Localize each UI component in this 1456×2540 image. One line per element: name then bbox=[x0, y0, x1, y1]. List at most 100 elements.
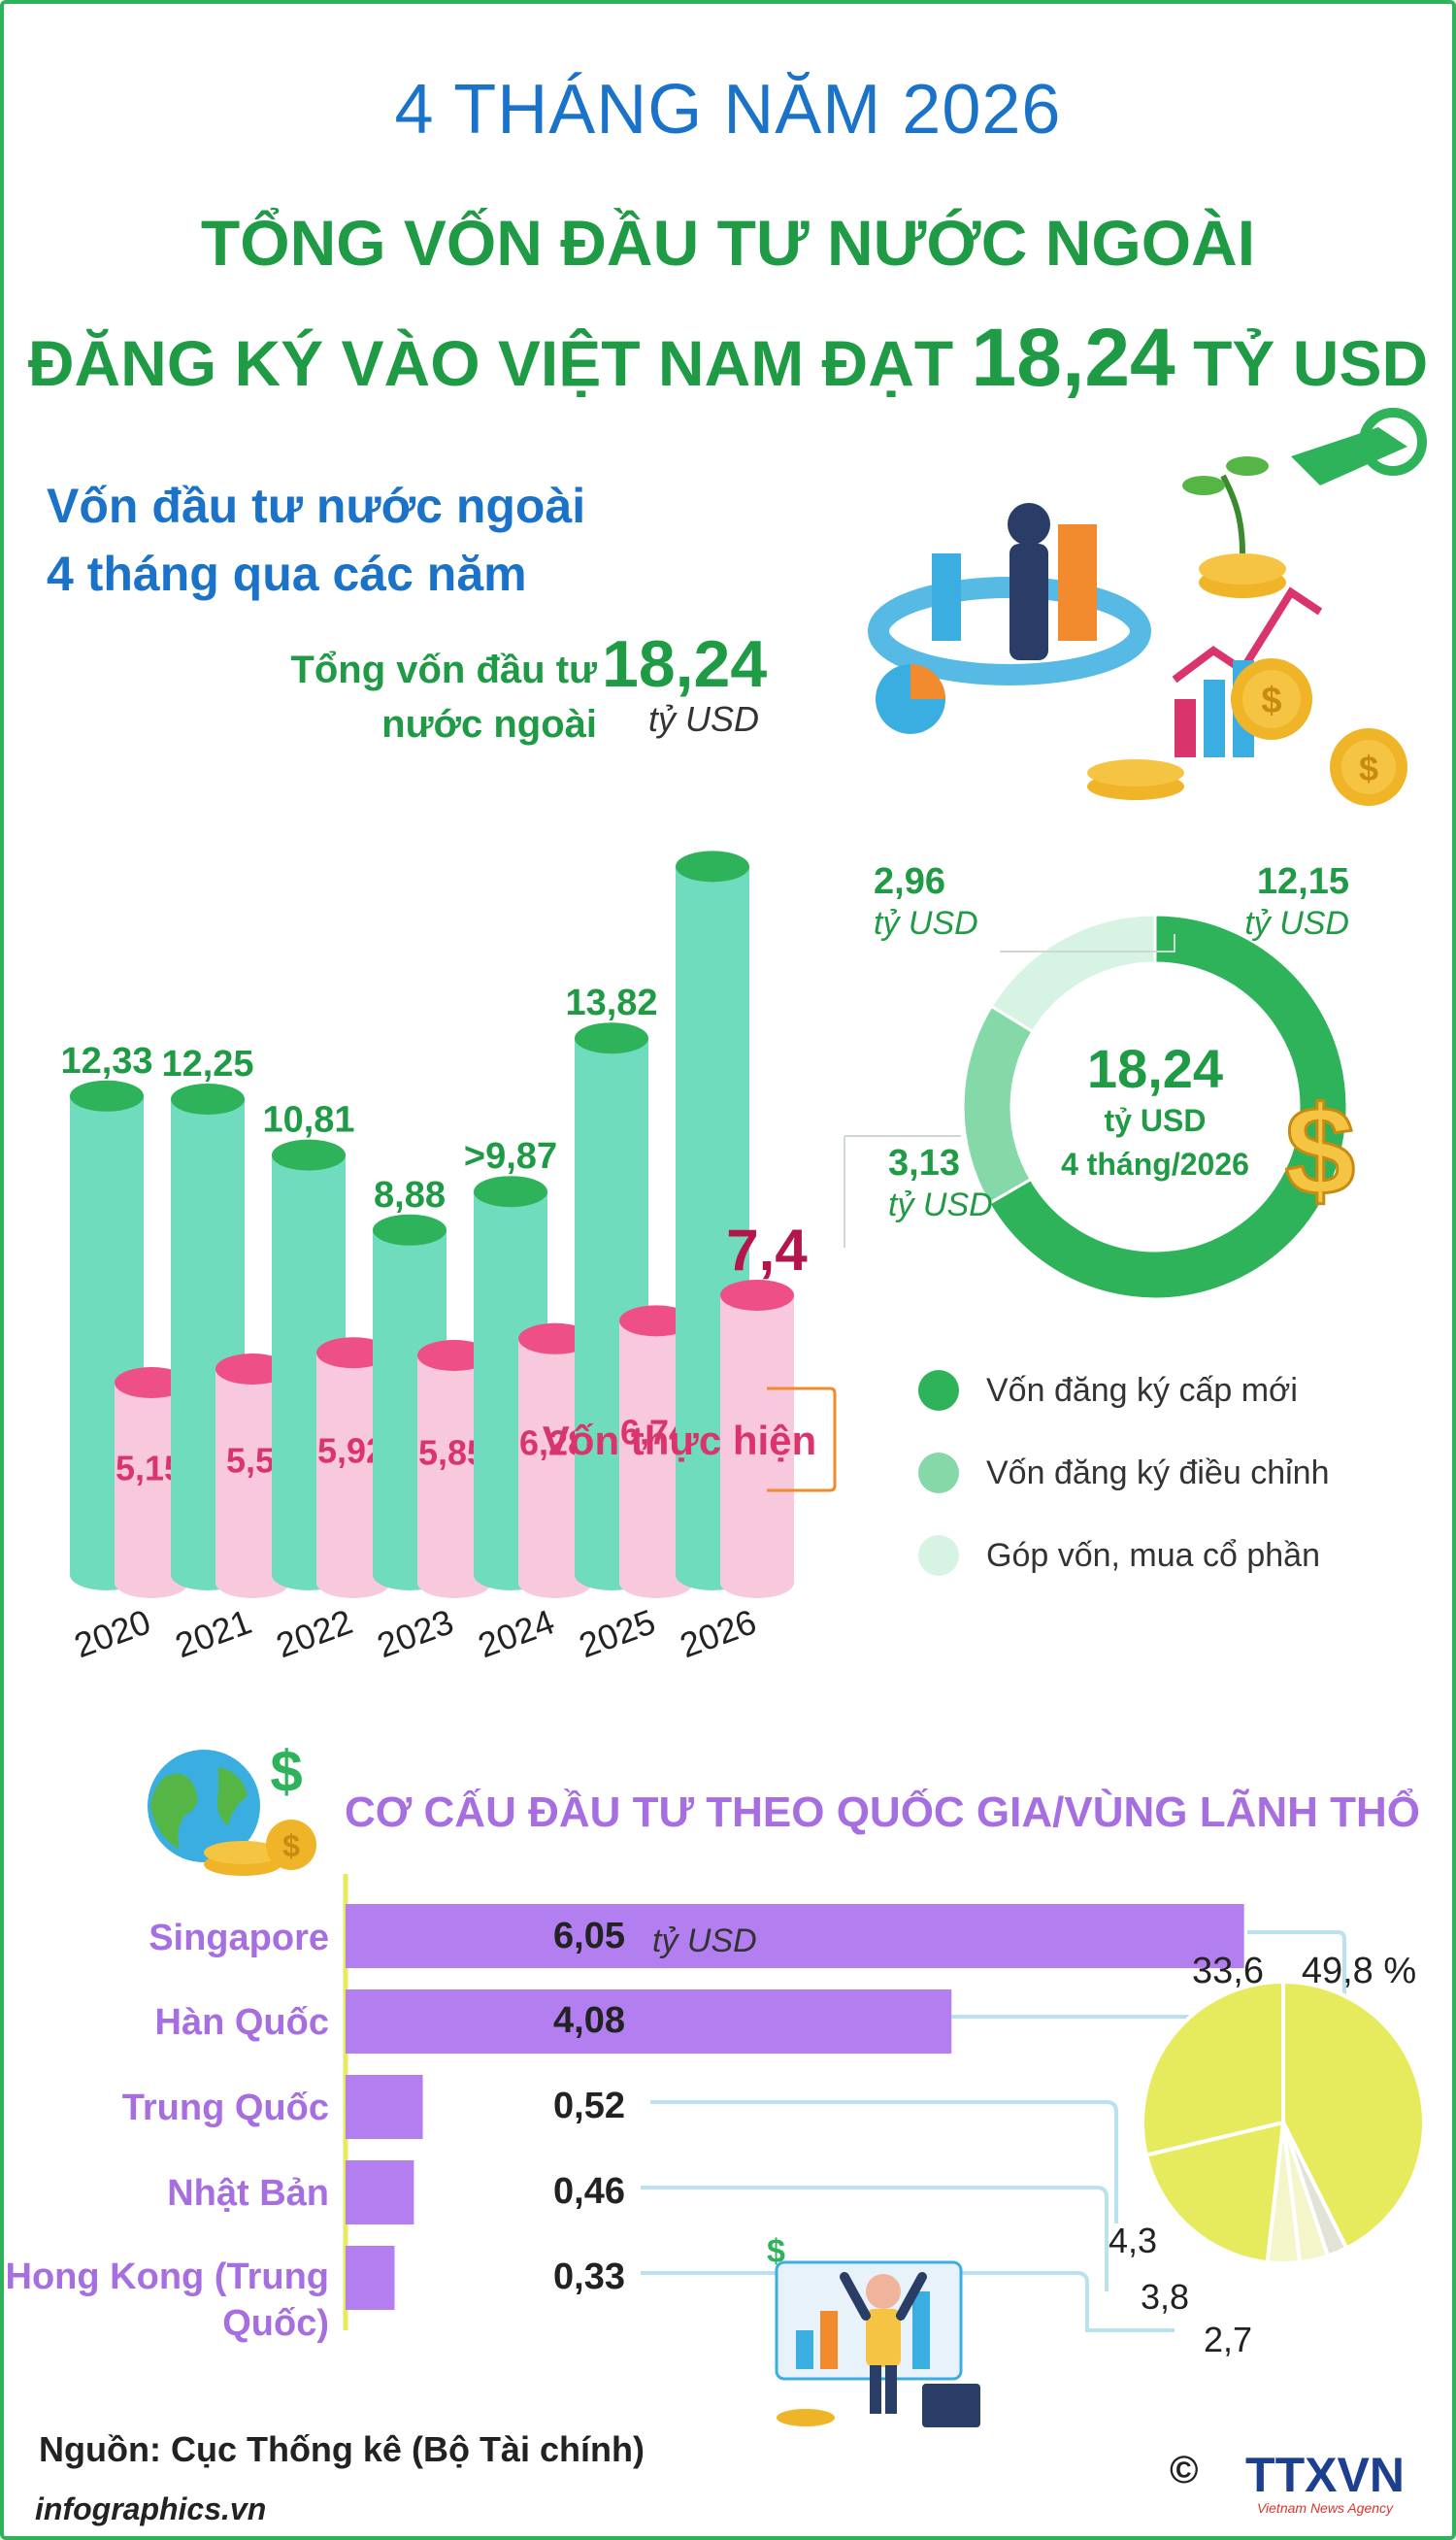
dollar-icon: $ bbox=[1283, 1079, 1356, 1223]
subtitle-line2: 4 tháng qua các năm bbox=[47, 547, 527, 601]
donut-value-label: 12,15 bbox=[1257, 861, 1349, 902]
share-value-label: 3,8 bbox=[1141, 2277, 1189, 2317]
year-tick-label: 2021 bbox=[170, 1601, 256, 1665]
total-bar-cap bbox=[70, 1080, 144, 1112]
total-value: 18,24 bbox=[602, 627, 768, 701]
realized-bar-base bbox=[215, 1567, 289, 1598]
svg-text:$: $ bbox=[270, 1739, 302, 1804]
country-bar bbox=[346, 2075, 423, 2139]
country-share-pie: 33,6 49,8 % 4,3 3,8 2,7 bbox=[641, 1930, 1426, 2359]
country-label-singapore: Singapore bbox=[149, 1918, 329, 1958]
country-bar bbox=[346, 2246, 395, 2310]
country-section-title: CƠ CẤU ĐẦU TƯ THEO QUỐC GIA/VÙNG LÃNH TH… bbox=[345, 1788, 1421, 1836]
year-tick-label: 2024 bbox=[473, 1601, 559, 1665]
realized-bar-cap bbox=[115, 1367, 188, 1398]
legend-label: Góp vốn, mua cổ phần bbox=[986, 1536, 1321, 1574]
total-bar-cap bbox=[171, 1084, 245, 1115]
donut-center-period: 4 tháng/2026 bbox=[1061, 1147, 1249, 1182]
realized-callout-bracket bbox=[767, 1387, 837, 1492]
value-unit: tỷ USD bbox=[652, 1922, 757, 1959]
country-label-china: Trung Quốc bbox=[121, 2088, 329, 2128]
total-unit: tỷ USD bbox=[648, 699, 760, 739]
share-slice bbox=[1281, 1979, 1426, 2252]
total-value-label: 12,33 bbox=[60, 1041, 152, 1082]
bar-section-subtitle: Vốn đầu tư nước ngoài 4 tháng qua các nă… bbox=[47, 472, 585, 608]
total-bar-cap bbox=[676, 851, 749, 883]
total-value-label: 10,81 bbox=[262, 1100, 354, 1141]
country-bar bbox=[346, 1989, 952, 2054]
subtitle-line1: Vốn đầu tư nước ngoài bbox=[47, 479, 586, 533]
share-value-label: 49,8 % bbox=[1302, 1951, 1416, 1991]
country-bar bbox=[346, 1904, 1244, 1968]
realized-bar-cap bbox=[316, 1337, 390, 1369]
period-title: 4 THÁNG NĂM 2026 bbox=[394, 71, 1062, 149]
ttxvn-logo: TTXVN Vietnam News Agency bbox=[1245, 2448, 1405, 2516]
globe-coins-icon: $ $ bbox=[148, 1739, 316, 1876]
donut-connector bbox=[1000, 934, 1175, 952]
source-note: Nguồn: Cục Thống kê (Bộ Tài chính) bbox=[39, 2429, 645, 2469]
value-japan: 0,46 bbox=[553, 2171, 625, 2212]
donut-center-value: 18,24 bbox=[1087, 1038, 1223, 1099]
year-tick-label: 2025 bbox=[574, 1601, 660, 1665]
total-bar-cap bbox=[373, 1214, 447, 1246]
year-tick-label: 2026 bbox=[675, 1601, 761, 1665]
year-tick-label: 2023 bbox=[372, 1601, 458, 1665]
realized-bar-base bbox=[518, 1567, 592, 1598]
main-title-line1: TỔNG VỐN ĐẦU TƯ NƯỚC NGOÀI bbox=[200, 207, 1256, 279]
copyright-mark: © bbox=[1170, 2449, 1199, 2491]
donut-value-label: 2,96 bbox=[874, 861, 945, 902]
legend-label: Vốn đăng ký cấp mới bbox=[986, 1371, 1298, 1409]
realized-bar-base bbox=[720, 1567, 794, 1598]
country-bar-chart bbox=[343, 1874, 1244, 2330]
investment-illustration: $ $ bbox=[868, 408, 1427, 806]
donut-slice bbox=[961, 1004, 1035, 1206]
total-label: Tổng vốn đầu tư nước ngoài bbox=[262, 643, 597, 752]
donut-value-unit: tỷ USD bbox=[888, 1186, 993, 1223]
realized-bar-cap bbox=[518, 1322, 592, 1354]
total-label-line2: nước ngoài bbox=[381, 703, 597, 746]
donut-value-unit: tỷ USD bbox=[874, 905, 978, 942]
country-label-hongkong: Hong Kong (Trung Quốc) bbox=[5, 2256, 329, 2344]
share-value-label: 2,7 bbox=[1204, 2320, 1252, 2359]
legend-label: Vốn đăng ký điều chỉnh bbox=[986, 1454, 1330, 1491]
yearly-fdi-bar-chart: 12,335,15202012,255,5202110,815,9220228,… bbox=[60, 851, 837, 1665]
donut-slice bbox=[986, 913, 1349, 1301]
country-label-korea: Hàn Quốc bbox=[154, 2002, 329, 2043]
site-name: infographics.vn bbox=[35, 2491, 267, 2526]
share-value-label: 33,6 bbox=[1192, 1951, 1264, 1991]
country-bar bbox=[346, 2160, 414, 2224]
total-bar-cap bbox=[272, 1139, 346, 1171]
svg-text:$: $ bbox=[1359, 749, 1378, 788]
country-label-japan: Nhật Bản bbox=[167, 2173, 329, 2214]
donut-center-unit: tỷ USD bbox=[1105, 1103, 1207, 1138]
donut-slice bbox=[989, 913, 1157, 1034]
share-value-label: 4,3 bbox=[1109, 2221, 1157, 2260]
total-value-label: 8,88 bbox=[374, 1175, 446, 1216]
total-value-label: >9,87 bbox=[464, 1136, 557, 1177]
legend-dot bbox=[918, 1453, 959, 1493]
year-tick-label: 2020 bbox=[69, 1601, 155, 1665]
value-singapore: 6,05 bbox=[553, 1916, 625, 1956]
realized-bar-base bbox=[316, 1567, 390, 1598]
year-tick-label: 2022 bbox=[271, 1601, 357, 1665]
value-korea: 4,08 bbox=[553, 2000, 625, 2041]
logo-subtitle: Vietnam News Agency bbox=[1257, 2500, 1394, 2516]
legend-dot bbox=[918, 1370, 959, 1411]
realized-bar-cap bbox=[619, 1305, 693, 1337]
legend-adjusted-capital: Vốn đăng ký điều chỉnh bbox=[918, 1449, 1329, 1497]
svg-text:$: $ bbox=[767, 2233, 785, 2270]
realized-bar-cap bbox=[215, 1354, 289, 1385]
total-label-line1: Tổng vốn đầu tư bbox=[290, 649, 597, 691]
main-title-line2: ĐĂNG KÝ VÀO VIỆT NAM ĐẠT 18,24 TỶ USD bbox=[0, 311, 1456, 405]
total-bar-cap bbox=[575, 1022, 648, 1054]
realized-bar bbox=[720, 1295, 794, 1583]
main-title-prefix: ĐĂNG KÝ VÀO VIỆT NAM ĐẠT bbox=[27, 327, 954, 399]
donut-value-label: 3,13 bbox=[888, 1143, 960, 1184]
value-china: 0,52 bbox=[553, 2086, 625, 2126]
realized-value-label: 7,4 bbox=[726, 1218, 808, 1283]
total-bar-cap bbox=[474, 1176, 547, 1208]
realized-bar-base bbox=[619, 1567, 693, 1598]
realized-bar-base bbox=[417, 1567, 491, 1598]
realized-bar-cap bbox=[417, 1340, 491, 1371]
